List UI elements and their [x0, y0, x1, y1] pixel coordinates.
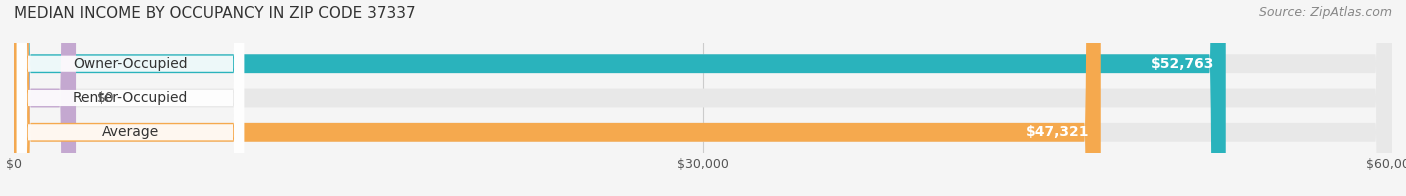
Text: Source: ZipAtlas.com: Source: ZipAtlas.com	[1258, 6, 1392, 19]
Text: MEDIAN INCOME BY OCCUPANCY IN ZIP CODE 37337: MEDIAN INCOME BY OCCUPANCY IN ZIP CODE 3…	[14, 6, 416, 21]
Text: Renter-Occupied: Renter-Occupied	[73, 91, 188, 105]
Text: Owner-Occupied: Owner-Occupied	[73, 57, 188, 71]
FancyBboxPatch shape	[14, 0, 1392, 196]
FancyBboxPatch shape	[17, 0, 245, 196]
Text: $52,763: $52,763	[1152, 57, 1215, 71]
FancyBboxPatch shape	[14, 0, 76, 196]
Text: $47,321: $47,321	[1026, 125, 1090, 139]
FancyBboxPatch shape	[14, 0, 1226, 196]
Text: Average: Average	[101, 125, 159, 139]
FancyBboxPatch shape	[14, 0, 1392, 196]
FancyBboxPatch shape	[14, 0, 1392, 196]
Text: $0: $0	[97, 91, 114, 105]
FancyBboxPatch shape	[14, 0, 1101, 196]
FancyBboxPatch shape	[17, 0, 245, 196]
FancyBboxPatch shape	[17, 0, 245, 196]
